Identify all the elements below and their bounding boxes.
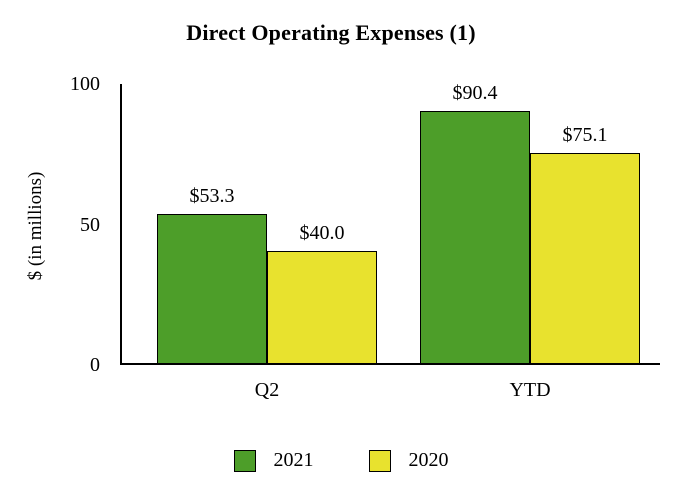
y-tick-label: 50 [80,213,100,236]
y-axis-ticks: 0 50 100 [40,74,108,375]
y-tick-label: 100 [70,73,100,95]
y-tick-label: 0 [90,354,100,376]
plot-area: $53.3 $40.0 Q2 $90.4 $75.1 YTD [120,82,660,401]
x-category-label: Q2 [254,379,280,401]
bar-2021-Q2: $53.3 [157,185,267,363]
bar-2021-YTD: $90.4 [420,82,530,363]
legend-label-2021: 2021 [273,449,314,471]
bar-group-YTD: $90.4 $75.1 YTD [420,82,640,401]
legend-swatch-2020 [368,449,391,472]
legend: 2021 2020 [0,449,682,472]
bar-value-label: $40.0 [299,222,345,245]
bar-group-Q2: $53.3 $40.0 Q2 [157,84,377,401]
legend-item-2020: 2020 [368,449,449,472]
x-category-label: YTD [509,379,551,401]
bar-value-label: $90.4 [452,81,498,104]
bar-value-label: $75.1 [562,124,608,147]
chart-title: Direct Operating Expenses (1) [186,20,476,45]
bar-2020-Q2: $40.0 [267,222,377,363]
legend-swatch-2021 [233,449,256,472]
bar-2020-YTD: $75.1 [530,124,640,363]
legend-item-2021: 2021 [233,449,314,472]
bar-value-label: $53.3 [189,185,235,208]
legend-label-2020: 2020 [408,449,449,471]
